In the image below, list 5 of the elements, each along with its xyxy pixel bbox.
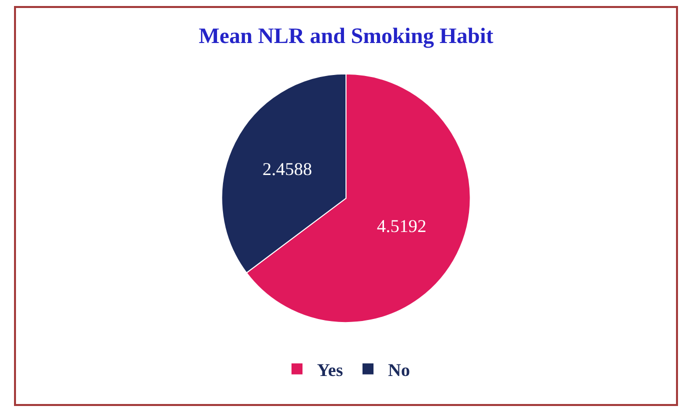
legend-label: No xyxy=(388,360,410,380)
data-label: 4.5192 xyxy=(376,216,426,236)
chart-title: Mean NLR and Smoking Habit xyxy=(198,23,494,48)
data-label: 2.4588 xyxy=(262,158,312,179)
legend-label: Yes xyxy=(317,360,343,380)
